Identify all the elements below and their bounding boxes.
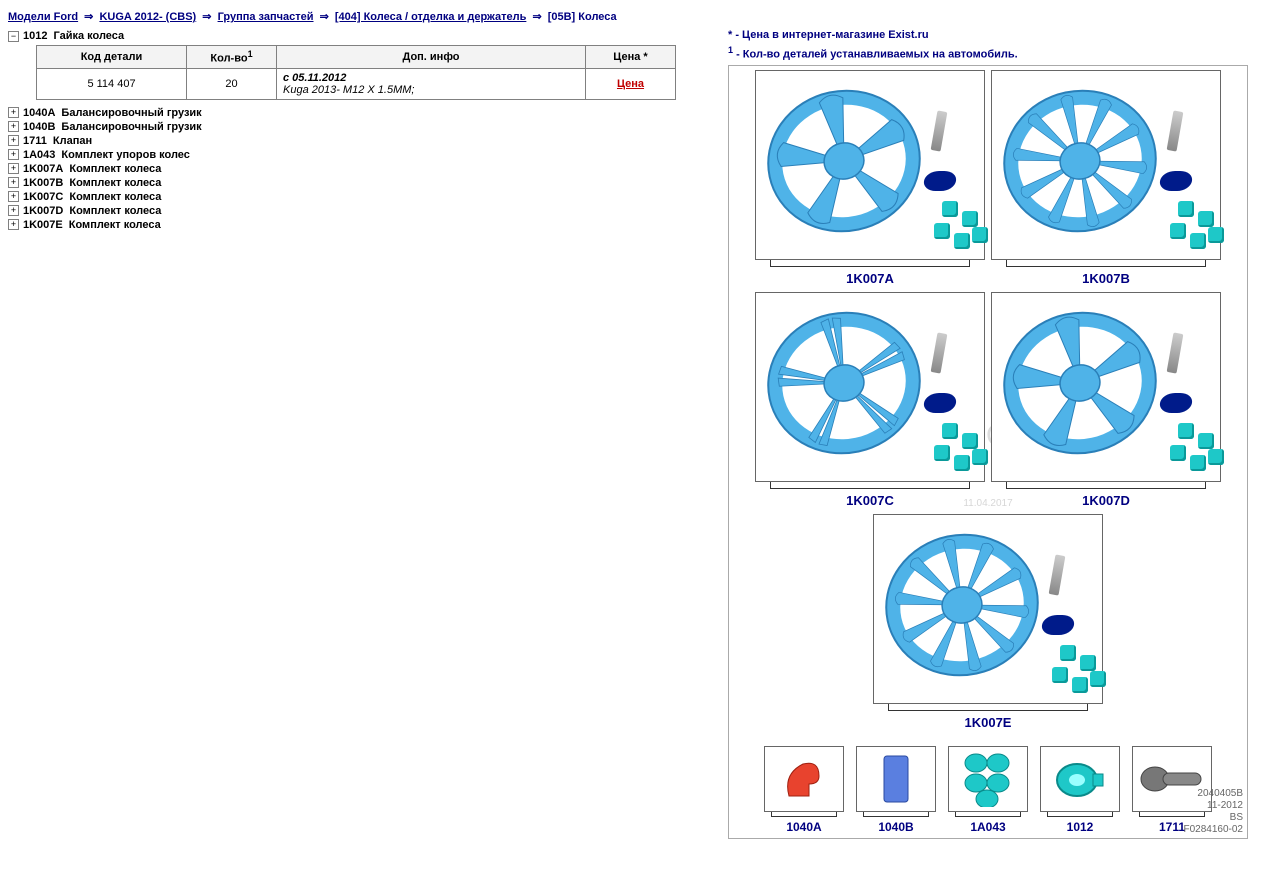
wheel-diagram[interactable]: 1K007C	[755, 292, 985, 508]
expand-icon[interactable]: +	[8, 219, 19, 230]
small-part-diagram[interactable]: 1040A	[764, 746, 844, 834]
small-part-label: 1A043	[948, 820, 1028, 834]
breadcrumb: Модели Ford ⇒ KUGA 2012- (CBS) ⇒ Группа …	[8, 8, 1255, 29]
tree-node-expanded[interactable]: − 1012 Гайка колеса	[8, 29, 718, 43]
small-part-label: 1012	[1040, 820, 1120, 834]
tree-label: Комплект колеса	[69, 163, 161, 175]
expand-icon[interactable]: +	[8, 191, 19, 202]
tree-node[interactable]: +1K007C Комплект колеса	[8, 190, 718, 204]
small-part-label: 1040B	[856, 820, 936, 834]
expand-icon[interactable]: +	[8, 205, 19, 216]
tree-label: Комплект колеса	[69, 205, 161, 217]
tree-code: 1K007A	[23, 163, 63, 175]
tree-code: 1A043	[23, 149, 55, 161]
tree-label: Балансировочный грузик	[61, 121, 201, 133]
tree-code: 1012	[23, 30, 47, 42]
cell-qty: 20	[187, 68, 277, 99]
small-part-label: 1040A	[764, 820, 844, 834]
note-qty: 1 - Кол-во деталей устанавливаемых на ав…	[728, 45, 1248, 61]
small-part-diagram[interactable]: 1040B	[856, 746, 936, 834]
small-part-diagram[interactable]: 1012	[1040, 746, 1120, 834]
tree-node[interactable]: +1A043 Комплект упоров колес	[8, 148, 718, 162]
breadcrumb-link[interactable]: Модели Ford	[8, 11, 78, 23]
tree-node[interactable]: +1K007E Комплект колеса	[8, 218, 718, 232]
tree-code: 1040B	[23, 121, 55, 133]
breadcrumb-sep: ⇒	[202, 11, 211, 23]
col-part-code: Код детали	[37, 46, 187, 69]
tree-label: Гайка колеса	[53, 30, 124, 42]
wheel-diagram[interactable]: 1K007A	[755, 70, 985, 286]
breadcrumb-sep: ⇒	[320, 11, 329, 23]
tree-node[interactable]: +1K007B Комплект колеса	[8, 176, 718, 190]
cell-part-code: 5 114 407	[37, 68, 187, 99]
cell-price: Цена	[586, 68, 676, 99]
cell-info: с 05.11.2012 Kuga 2013- M12 X 1.5MM;	[277, 68, 586, 99]
diagram-area: WWW.ELCATS.RU 11.04.2017 1K007A1K007B1K0…	[728, 65, 1248, 839]
tree-code: 1K007B	[23, 177, 63, 189]
tree-node[interactable]: +1K007A Комплект колеса	[8, 162, 718, 176]
tree-node[interactable]: +1040A Балансировочный грузик	[8, 106, 718, 120]
breadcrumb-link[interactable]: [404] Колеса / отделка и держатель	[335, 11, 527, 23]
tree-label: Комплект колеса	[69, 191, 161, 203]
breadcrumb-current: [05B] Колеса	[548, 11, 617, 23]
parts-table: Код детали Кол-во1 Доп. инфо Цена * 5 11…	[36, 45, 676, 100]
tree-node[interactable]: +1711 Клапан	[8, 134, 718, 148]
tree-code: 1K007C	[23, 191, 63, 203]
breadcrumb-link[interactable]: Группа запчастей	[218, 11, 314, 23]
col-qty: Кол-во1	[187, 46, 277, 69]
breadcrumb-sep: ⇒	[532, 11, 541, 23]
tree-node[interactable]: +1K007D Комплект колеса	[8, 204, 718, 218]
wheel-label: 1K007C	[755, 493, 985, 508]
tree-node[interactable]: +1040B Балансировочный грузик	[8, 120, 718, 134]
small-part-diagram[interactable]: 1A043	[948, 746, 1028, 834]
note-price-source: * - Цена в интернет-магазине Exist.ru	[728, 29, 1248, 41]
wheel-diagram[interactable]: 1K007E	[873, 514, 1103, 730]
tree-code: 1K007E	[23, 219, 63, 231]
wheel-label: 1K007E	[873, 715, 1103, 730]
breadcrumb-link[interactable]: KUGA 2012- (CBS)	[99, 11, 196, 23]
diagram-meta: 2040405B 11-2012 BS F0284160-02	[1184, 788, 1244, 836]
expand-icon[interactable]: +	[8, 163, 19, 174]
expand-icon[interactable]: +	[8, 121, 19, 132]
expand-icon[interactable]: +	[8, 177, 19, 188]
tree-label: Балансировочный грузик	[61, 107, 201, 119]
tree-label: Комплект колеса	[69, 177, 161, 189]
wheel-label: 1K007A	[755, 271, 985, 286]
col-price: Цена *	[586, 46, 676, 69]
tree-label: Комплект колеса	[69, 219, 161, 231]
wheel-diagram[interactable]: 1K007B	[991, 70, 1221, 286]
expand-icon[interactable]: +	[8, 135, 19, 146]
tree-code: 1K007D	[23, 205, 63, 217]
wheel-label: 1K007B	[991, 271, 1221, 286]
collapse-icon[interactable]: −	[8, 31, 19, 42]
wheel-label: 1K007D	[991, 493, 1221, 508]
wheel-diagram[interactable]: 1K007D	[991, 292, 1221, 508]
expand-icon[interactable]: +	[8, 149, 19, 160]
table-row: 5 114 407 20 с 05.11.2012 Kuga 2013- M12…	[37, 68, 676, 99]
tree-code: 1711	[23, 135, 47, 147]
breadcrumb-sep: ⇒	[84, 11, 93, 23]
price-link[interactable]: Цена	[617, 78, 644, 90]
tree-code: 1040A	[23, 107, 55, 119]
tree-label: Комплект упоров колес	[61, 149, 189, 161]
tree-label: Клапан	[53, 135, 92, 147]
expand-icon[interactable]: +	[8, 107, 19, 118]
col-info: Доп. инфо	[277, 46, 586, 69]
